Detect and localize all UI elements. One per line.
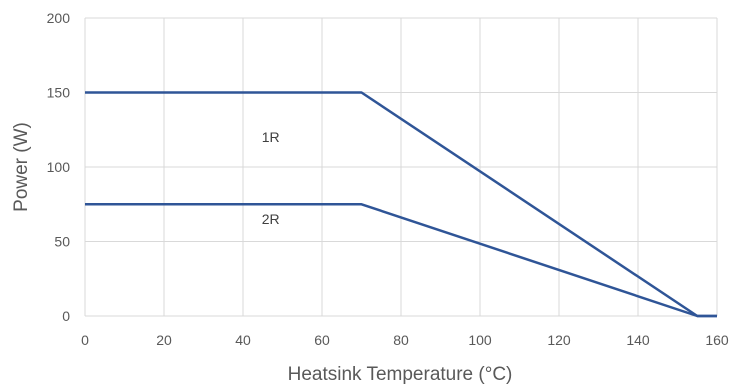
x-tick-label: 120 [547,332,571,348]
series-label-1r: 1R [262,129,280,145]
x-tick-label: 60 [314,332,330,348]
x-tick-label: 40 [235,332,251,348]
x-tick-label: 80 [393,332,409,348]
chart-grid [84,17,718,317]
y-tick-label: 0 [62,308,70,324]
tick-labels: 0 50 100 150 200 0 20 40 60 80 100 120 140 160 [47,10,729,348]
series-label-2r: 2R [262,211,280,227]
y-tick-label: 50 [54,234,70,250]
y-axis-title: Power (W) [11,122,32,212]
x-tick-label: 100 [468,332,492,348]
x-tick-label: 160 [705,332,729,348]
x-tick-label: 0 [81,332,89,348]
y-tick-label: 150 [47,85,71,101]
y-tick-label: 100 [47,159,71,175]
chart-series: 1R 2R [85,91,717,318]
series-line-2r [85,203,717,318]
x-axis-title: Heatsink Temperature (°C) [288,364,513,385]
y-tick-label: 200 [47,10,71,26]
x-tick-label: 140 [626,332,650,348]
x-tick-label: 20 [156,332,172,348]
